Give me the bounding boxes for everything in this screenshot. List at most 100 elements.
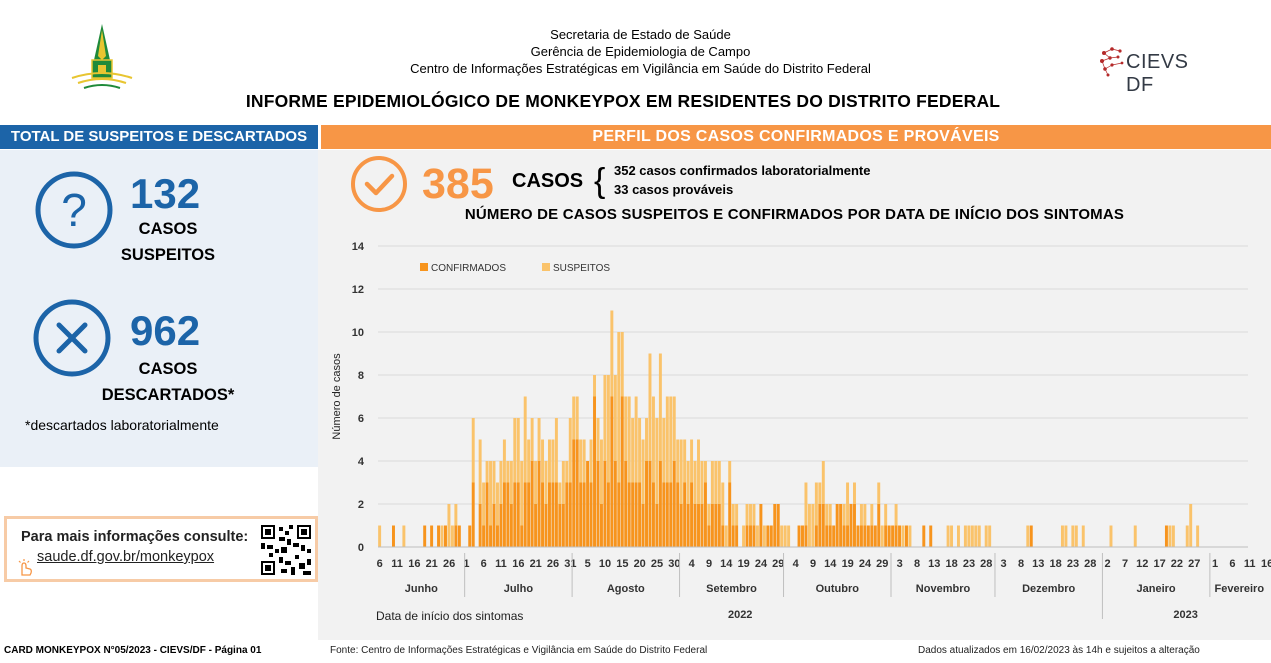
- legend-swatch-confirmed: [420, 263, 428, 271]
- month-label: Dezembro: [1022, 583, 1075, 595]
- bar-confirmed: [492, 504, 496, 547]
- discarded-label-line2: DESCARTADOS*: [101, 386, 235, 404]
- bar-confirmed: [773, 504, 777, 547]
- right-section-header: PERFIL DOS CASOS CONFIRMADOS E PROVÁVEIS: [321, 125, 1271, 149]
- y-tick-label: 6: [358, 413, 364, 425]
- bar-suspected: [440, 525, 444, 547]
- bar-confirmed: [627, 482, 631, 547]
- x-tick-label: 4: [793, 558, 800, 570]
- footer-source: Fonte: Centro de Informações Estratégica…: [330, 645, 708, 656]
- y-tick-label: 12: [352, 284, 364, 296]
- x-tick-label: 18: [1049, 558, 1061, 570]
- bar-confirmed: [624, 461, 628, 547]
- bar-confirmed: [703, 482, 707, 547]
- bar-confirmed: [499, 504, 503, 547]
- bar-confirmed: [392, 525, 395, 547]
- bar-confirmed: [714, 504, 718, 547]
- bar-suspected: [599, 439, 603, 504]
- suspects-label: CASOS SUSPEITOS: [118, 216, 218, 268]
- y-tick-label: 10: [352, 327, 364, 339]
- cievs-logo-text: CIEVS DF: [1126, 51, 1189, 96]
- x-tick-label: 7: [1122, 558, 1128, 570]
- suspects-label-line2: SUSPEITOS: [120, 246, 216, 264]
- bar-confirmed: [672, 461, 676, 547]
- bar-confirmed: [523, 482, 527, 547]
- bar-suspected: [665, 396, 669, 483]
- x-tick-label: 11: [495, 558, 507, 570]
- bar-confirmed: [527, 482, 531, 547]
- bar-suspected: [651, 396, 655, 483]
- bar-suspected: [565, 461, 569, 483]
- bar-suspected: [672, 396, 676, 461]
- x-tick-label: 26: [547, 558, 559, 570]
- x-tick-label: 9: [810, 558, 816, 570]
- discarded-footnote: *descartados laboratorialmente: [25, 417, 219, 433]
- header-line-1: Secretaria de Estado de Saúde: [550, 27, 731, 42]
- bar-suspected: [703, 461, 707, 483]
- left-section-header: TOTAL DE SUSPEITOS E DESCARTADOS: [0, 125, 318, 149]
- x-tick-label: 24: [859, 558, 872, 570]
- x-tick-label: 29: [876, 558, 888, 570]
- bar-suspected: [537, 418, 541, 461]
- bar-confirmed: [634, 482, 638, 547]
- bar-confirmed: [478, 504, 482, 547]
- bar-suspected: [946, 525, 950, 547]
- bar-suspected: [527, 439, 531, 483]
- bar-suspected: [693, 461, 697, 504]
- bar-confirmed: [558, 504, 562, 547]
- bar-suspected: [450, 525, 454, 547]
- bar-suspected: [731, 504, 735, 526]
- chart-panel: [318, 150, 1271, 640]
- x-tick-label: 19: [842, 558, 854, 570]
- bar-confirmed: [693, 504, 697, 547]
- bar-suspected: [523, 396, 527, 483]
- bar-confirmed: [870, 525, 874, 547]
- bar-confirmed: [454, 525, 458, 547]
- bar-confirmed: [728, 482, 732, 547]
- bar-suspected: [509, 461, 513, 504]
- bar-confirmed: [482, 525, 486, 547]
- bar-confirmed: [766, 525, 770, 547]
- bar-suspected: [554, 418, 558, 483]
- bar-confirmed: [513, 482, 517, 547]
- bar-confirmed: [669, 482, 673, 547]
- bar-confirmed: [610, 396, 614, 547]
- y-axis-label: Número de casos: [331, 353, 343, 440]
- legend-swatch-suspected: [542, 263, 550, 271]
- discarded-label: CASOS DESCARTADOS*: [88, 356, 248, 408]
- monkeypox-link[interactable]: saude.df.gov.br/monkeypox: [37, 549, 215, 565]
- bar-suspected: [686, 461, 690, 504]
- bar-suspected: [967, 525, 971, 547]
- bar-suspected: [568, 418, 572, 483]
- bar-suspected: [884, 504, 888, 526]
- bar-suspected: [988, 525, 992, 547]
- bar-confirmed: [485, 482, 489, 547]
- bar-suspected: [572, 396, 576, 440]
- bar-confirmed: [565, 482, 569, 547]
- bar-suspected: [1189, 504, 1193, 547]
- bar-suspected: [804, 482, 808, 526]
- bar-suspected: [697, 439, 700, 504]
- y-tick-label: 8: [358, 370, 364, 382]
- x-tick-label: 29: [772, 558, 784, 570]
- bar-suspected: [662, 418, 666, 483]
- bar-suspected: [842, 504, 846, 526]
- bar-confirmed: [759, 504, 763, 547]
- bar-suspected: [742, 525, 746, 547]
- x-tick-label: 14: [824, 558, 837, 570]
- bar-suspected: [447, 504, 451, 547]
- x-tick-label: 31: [564, 558, 576, 570]
- bar-suspected: [880, 525, 884, 547]
- qr-code-icon[interactable]: [261, 525, 311, 575]
- bar-suspected: [710, 461, 714, 504]
- bar-confirmed: [551, 482, 555, 547]
- bar-confirmed: [534, 504, 538, 547]
- bar-confirmed: [645, 461, 648, 547]
- bar-suspected: [721, 482, 725, 526]
- df-government-logo: [70, 22, 134, 92]
- bar-confirmed: [797, 525, 801, 547]
- bar-confirmed: [859, 525, 863, 547]
- bar-suspected: [963, 525, 967, 547]
- x-tick-label: 8: [914, 558, 920, 570]
- bar-confirmed: [613, 461, 617, 547]
